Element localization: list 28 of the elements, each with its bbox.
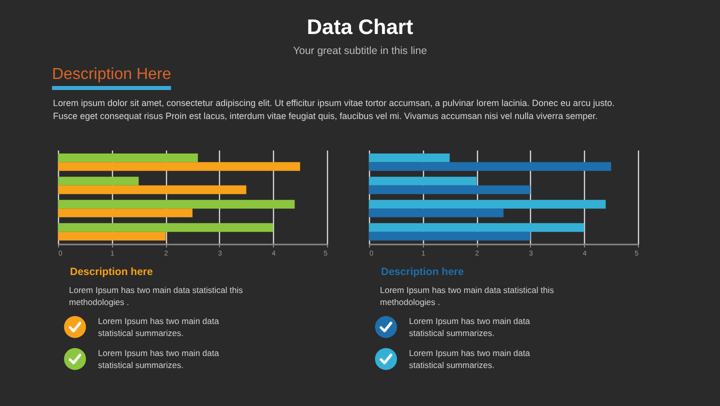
text: Description here [381, 266, 464, 278]
text: Lorem Ipsum has two main data statistical summarizes. [409, 347, 531, 371]
bar [369, 223, 584, 232]
text: Lorem Ipsum has two main data statistical summarizes. [409, 315, 531, 339]
text: Data Chart [306, 16, 414, 40]
bar [58, 208, 192, 218]
bar [58, 200, 295, 209]
bar [58, 223, 274, 232]
bar [58, 185, 246, 194]
text: Lorem Ipsum has two main data statistical this methodologies . [69, 284, 244, 308]
text: Description here [70, 266, 153, 278]
bar [369, 176, 477, 186]
text: Lorem Ipsum has two main data statistical this methodologies . [380, 284, 555, 308]
text: Lorem ipsum dolor sit amet, consectetur adipiscing elit. Ut efficitur ipsum vitae tortor accumsan, a pulvinar lorem lacinia. Donec eu arcu justo. Fusce eget consequat risus Proin est lacus, interdum vitae feugiat quis, faucibus vel mi. Vivamus accumsan nisi vel nulla viverra semper. [53, 97, 616, 122]
bar [369, 162, 612, 171]
text: Lorem Ipsum has two main data statistical summarizes. [98, 315, 220, 339]
bar [369, 153, 450, 162]
text: Lorem Ipsum has two main data statistical summarizes. [98, 347, 220, 371]
bar [58, 162, 300, 171]
text: Your great subtitle in this line [292, 45, 428, 57]
bar [369, 208, 504, 218]
bar [58, 176, 139, 186]
bar [58, 232, 166, 241]
bar [369, 185, 530, 194]
bar [58, 153, 198, 162]
text: Description Here [52, 66, 172, 90]
bar [369, 232, 530, 241]
bar [369, 200, 606, 209]
